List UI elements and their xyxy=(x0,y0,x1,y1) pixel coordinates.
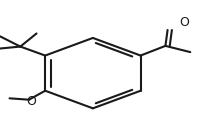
Text: O: O xyxy=(26,95,36,108)
Text: O: O xyxy=(180,16,190,29)
